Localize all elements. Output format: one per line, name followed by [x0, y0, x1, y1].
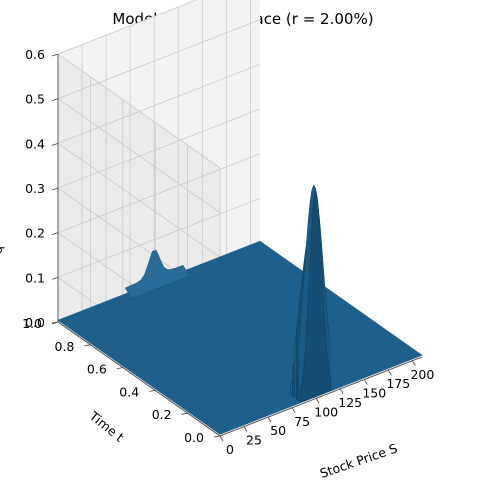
- x-tick-label: 175: [386, 376, 410, 391]
- z-tick-mark: [51, 232, 59, 236]
- z-tick-label: 0.3: [25, 181, 45, 196]
- y-tick-mark: [149, 390, 156, 392]
- y-tick-mark: [181, 412, 188, 415]
- x-tick-label: 100: [314, 404, 338, 419]
- x-tick-label: 150: [362, 386, 386, 401]
- z-tick-label: 0.5: [25, 92, 45, 107]
- y-tick-mark: [213, 435, 221, 438]
- z-tick-mark: [51, 142, 59, 146]
- x-tick-label: 75: [294, 414, 310, 429]
- y-tick-label: 0.6: [87, 362, 107, 377]
- x-tick-mark: [363, 379, 368, 385]
- y-axis-label: Time t: [86, 408, 127, 445]
- y-tick-label: 0.8: [55, 339, 75, 354]
- x-tick-label: 0: [226, 442, 234, 457]
- z-tick-mark: [51, 187, 59, 191]
- y-axis-ticks: 0.0 0.2 0.4 0.6 0.8 1.0: [22, 316, 221, 445]
- z-axis-ticks: 0.0 0.1 0.2 0.3 0.4 0.5 0.6: [25, 47, 59, 330]
- y-tick-label: 0.0: [184, 430, 204, 445]
- z-tick-label: 0.2: [25, 226, 45, 241]
- y-tick-label: 0.2: [152, 407, 172, 422]
- x-tick-mark: [267, 416, 272, 423]
- x-tick-mark: [315, 398, 320, 404]
- z-tick-label: 0.6: [25, 47, 45, 62]
- x-tick-mark: [387, 369, 392, 376]
- axis-line: [57, 321, 221, 437]
- z-tick-mark: [51, 53, 59, 57]
- z-axis-label: q: [0, 246, 5, 254]
- x-tick-label: 50: [270, 423, 286, 438]
- x-tick-mark: [219, 435, 224, 442]
- x-tick-mark: [412, 360, 416, 366]
- y-tick-label: 1.0: [22, 316, 42, 331]
- x-tick-mark: [339, 388, 344, 395]
- x-tick-mark: [243, 426, 248, 432]
- y-tick-label: 0.4: [119, 384, 139, 399]
- z-tick-label: 0.1: [25, 270, 45, 285]
- z-tick-label: 0.0: [25, 315, 45, 330]
- x-tick-label: 200: [410, 367, 434, 382]
- x-tick-label: 125: [338, 395, 362, 410]
- x-tick-label: 25: [246, 433, 262, 448]
- z-tick-mark: [51, 98, 59, 102]
- density-surface: [57, 184, 423, 435]
- surface-ridge: [124, 249, 190, 299]
- z-tick-mark: [51, 321, 59, 325]
- y-tick-mark: [116, 367, 123, 369]
- z-tick-mark: [51, 276, 59, 280]
- surface-spike: [300, 190, 332, 403]
- x-tick-mark: [291, 407, 296, 413]
- x-axis-label: Stock Price S: [318, 440, 400, 481]
- y-tick-mark: [84, 344, 91, 347]
- z-tick-label: 0.4: [25, 136, 45, 151]
